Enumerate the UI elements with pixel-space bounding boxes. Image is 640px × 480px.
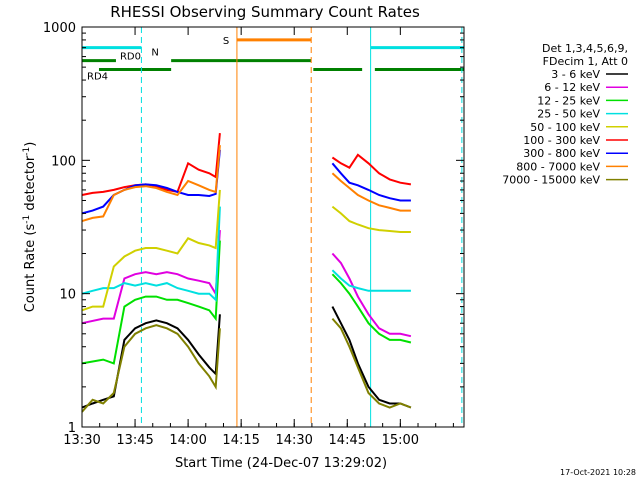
legend: Det 1,3,4,5,6,9, FDecim 1, Att 0 3 - 6 k… — [502, 42, 628, 187]
y-tick-label-3: 1000 — [43, 21, 76, 36]
footer-date: 17-Oct-2021 10:28 — [560, 468, 636, 477]
legend-entry-2: 12 - 25 keV — [537, 94, 600, 107]
series-5-segment-1 — [331, 153, 412, 186]
x-tick-label-3: 14:15 — [222, 433, 259, 448]
series-3-segment-1 — [331, 269, 411, 292]
y-axis-label-main: Count Rate (s — [23, 224, 38, 313]
x-tick-label-1: 13:45 — [116, 433, 153, 448]
x-axis: 13:30 13:45 14:00 14:15 14:30 14:45 15:00 — [63, 27, 454, 448]
flag-label-2: RD0 — [120, 52, 141, 63]
y-axis-label-end: ) — [23, 142, 38, 147]
series-1-segment-0 — [81, 230, 221, 325]
x-tick-label-0: 13:30 — [63, 433, 100, 448]
y-axis-label-mid: detector — [23, 155, 38, 215]
series-6-segment-0 — [81, 149, 221, 215]
y-tick-label-1: 10 — [59, 288, 76, 303]
legend-entry-3: 25 - 50 keV — [537, 108, 600, 121]
series-0-segment-0 — [81, 314, 221, 409]
y-tick-label-2: 100 — [51, 154, 76, 169]
flag-label-1: S — [223, 36, 229, 47]
series-8-segment-1 — [331, 317, 412, 409]
flag-bars: N S RD0 RD4 — [82, 36, 464, 83]
flag-vertical-lines — [140, 27, 463, 427]
series-7-segment-0 — [81, 145, 221, 223]
plot-frame — [81, 26, 465, 428]
series-2-segment-0 — [81, 240, 221, 365]
y-axis-label-sup2: -1 — [22, 147, 32, 156]
legend-entry-6: 300 - 800 keV — [523, 147, 600, 160]
legend-entry-8: 7000 - 15000 keV — [502, 174, 600, 187]
series-3-segment-0 — [81, 206, 221, 303]
chart-title: RHESSI Observing Summary Count Rates — [110, 3, 420, 21]
legend-entry-4: 50 - 100 keV — [530, 121, 600, 134]
series-2-segment-1 — [331, 273, 412, 344]
x-tick-label-2: 14:00 — [169, 433, 206, 448]
x-tick-label-5: 14:45 — [329, 433, 366, 448]
legend-header-line-1: Det 1,3,4,5,6,9, — [542, 42, 628, 55]
flag-label-0: N — [151, 48, 158, 59]
series-6-segment-1 — [331, 162, 411, 202]
series-8-segment-0 — [81, 324, 221, 413]
x-tick-label-4: 14:30 — [275, 433, 312, 448]
legend-entry-7: 800 - 7000 keV — [516, 160, 600, 173]
series-0-segment-1 — [331, 306, 412, 409]
legend-entry-5: 100 - 300 keV — [523, 134, 600, 147]
series-4-segment-0 — [81, 189, 221, 312]
x-axis-label: Start Time (24-Dec-07 13:29:02) — [175, 456, 387, 471]
flag-label-3: RD4 — [87, 72, 108, 83]
y-axis: 1 10 100 1000 — [43, 21, 464, 436]
series-4-segment-1 — [331, 205, 411, 233]
series-1-segment-1 — [331, 252, 412, 338]
series-lines — [81, 133, 412, 413]
legend-header-line-2: FDecim 1, Att 0 — [543, 55, 628, 68]
y-axis-label: Count Rate (s-1 detector-1) — [22, 142, 38, 313]
legend-entry-0: 3 - 6 keV — [551, 68, 600, 81]
y-axis-label-sup1: -1 — [22, 215, 32, 224]
series-7-segment-1 — [331, 172, 411, 212]
y-tick-label-0: 1 — [68, 421, 76, 436]
x-tick-label-6: 15:00 — [382, 433, 419, 448]
legend-entry-1: 6 - 12 keV — [544, 81, 600, 94]
